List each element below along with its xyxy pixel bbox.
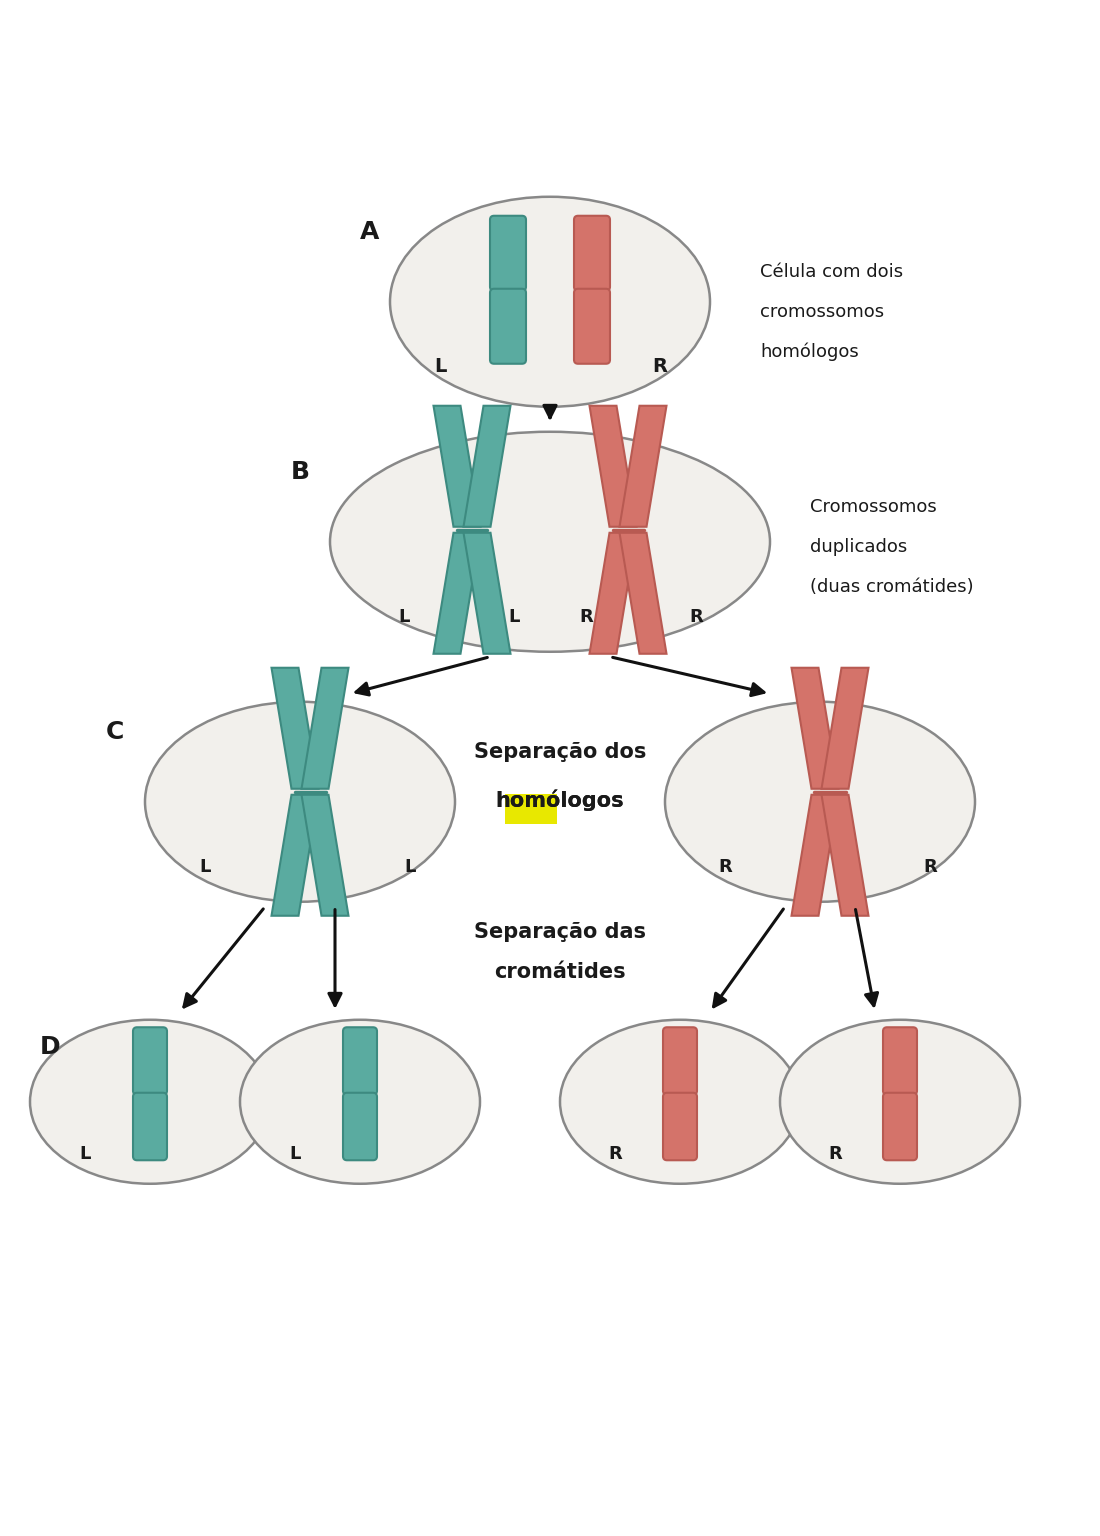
FancyBboxPatch shape [490, 289, 526, 364]
Polygon shape [301, 794, 349, 915]
Text: L: L [79, 1144, 90, 1163]
FancyBboxPatch shape [574, 215, 611, 290]
FancyBboxPatch shape [883, 1092, 917, 1160]
Polygon shape [272, 794, 319, 915]
Text: Cromossomos: Cromossomos [810, 498, 937, 516]
Polygon shape [433, 533, 481, 654]
Polygon shape [590, 406, 637, 527]
Text: A: A [361, 220, 379, 244]
Polygon shape [619, 533, 667, 654]
FancyBboxPatch shape [663, 1092, 697, 1160]
Text: L: L [433, 358, 447, 376]
Text: C: C [106, 720, 124, 743]
Text: R: R [828, 1144, 842, 1163]
Polygon shape [463, 406, 510, 527]
Ellipse shape [780, 1020, 1020, 1184]
Text: homólogos: homólogos [760, 343, 859, 361]
Polygon shape [433, 406, 481, 527]
Text: R: R [652, 358, 668, 376]
Ellipse shape [330, 432, 770, 651]
FancyBboxPatch shape [490, 215, 526, 290]
Ellipse shape [560, 1020, 800, 1184]
Text: B: B [290, 459, 309, 484]
Ellipse shape [30, 1020, 270, 1184]
Text: Separação dos: Separação dos [474, 742, 646, 762]
FancyBboxPatch shape [574, 289, 611, 364]
Text: cromátides: cromátides [494, 962, 626, 982]
FancyBboxPatch shape [133, 1092, 167, 1160]
Text: L: L [199, 857, 211, 876]
FancyBboxPatch shape [505, 794, 557, 823]
Text: L: L [508, 608, 519, 625]
FancyBboxPatch shape [663, 1028, 697, 1095]
Polygon shape [792, 668, 838, 790]
Text: duplicados: duplicados [810, 538, 908, 556]
Polygon shape [822, 668, 869, 790]
Text: L: L [289, 1144, 300, 1163]
Polygon shape [301, 668, 349, 790]
Text: L: L [398, 608, 409, 625]
FancyBboxPatch shape [883, 1028, 917, 1095]
Polygon shape [463, 533, 510, 654]
Ellipse shape [666, 702, 975, 902]
FancyBboxPatch shape [133, 1028, 167, 1095]
Ellipse shape [390, 197, 710, 407]
Text: R: R [689, 608, 703, 625]
Polygon shape [792, 794, 838, 915]
Text: (duas cromátides): (duas cromátides) [810, 578, 974, 596]
Ellipse shape [240, 1020, 480, 1184]
Polygon shape [822, 794, 869, 915]
Text: homólogos: homólogos [496, 790, 625, 811]
Text: L: L [405, 857, 416, 876]
Text: R: R [579, 608, 593, 625]
Text: Separação das: Separação das [474, 922, 646, 942]
Ellipse shape [145, 702, 455, 902]
Polygon shape [590, 533, 637, 654]
Text: D: D [40, 1035, 60, 1058]
Polygon shape [272, 668, 319, 790]
Polygon shape [619, 406, 667, 527]
Text: Célula com dois: Célula com dois [760, 263, 903, 281]
Text: homólogos: homólogos [496, 790, 625, 811]
FancyBboxPatch shape [343, 1028, 377, 1095]
Text: R: R [923, 857, 937, 876]
FancyBboxPatch shape [343, 1092, 377, 1160]
Text: cromossomos: cromossomos [760, 303, 884, 321]
Text: R: R [608, 1144, 622, 1163]
Text: R: R [718, 857, 732, 876]
